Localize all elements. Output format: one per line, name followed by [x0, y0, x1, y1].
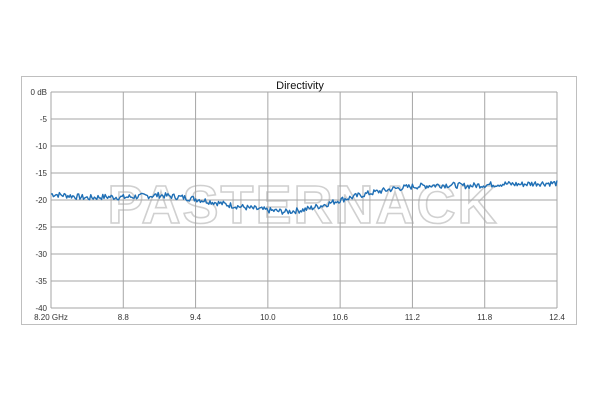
y-tick-label: -5: [40, 115, 48, 124]
y-tick-label: -10: [35, 142, 47, 151]
chart-title: Directivity: [276, 80, 324, 92]
x-tick-label: 10.0: [260, 313, 276, 322]
x-tick-label: 12.4: [549, 313, 565, 322]
x-tick-label: 11.2: [405, 313, 421, 322]
x-axis-ticks: 8.20 GHz 8.8 9.4 10.0 10.6 11.2 11.8 12.4: [34, 313, 565, 322]
y-tick-label: -30: [35, 250, 47, 259]
y-tick-label: -20: [35, 196, 47, 205]
directivity-series-line: [50, 180, 558, 215]
y-tick-label: -15: [35, 169, 47, 178]
x-tick-label: 8.20 GHz: [34, 313, 68, 322]
plot-area: [50, 180, 558, 215]
x-tick-label: 9.4: [190, 313, 202, 322]
x-tick-label: 11.8: [477, 313, 493, 322]
y-tick-label: -25: [35, 223, 47, 232]
y-tick-label: -40: [35, 304, 47, 313]
watermark: PASTERNACK: [107, 175, 498, 235]
y-tick-label: -35: [35, 277, 47, 286]
x-tick-label: 8.8: [118, 313, 130, 322]
y-axis-ticks: 0 dB -5 -10 -15 -20 -25 -30 -35 -40: [31, 88, 48, 313]
grid-lines: [50, 91, 558, 309]
y-tick-label: 0 dB: [31, 88, 47, 97]
x-tick-label: 10.6: [332, 313, 348, 322]
